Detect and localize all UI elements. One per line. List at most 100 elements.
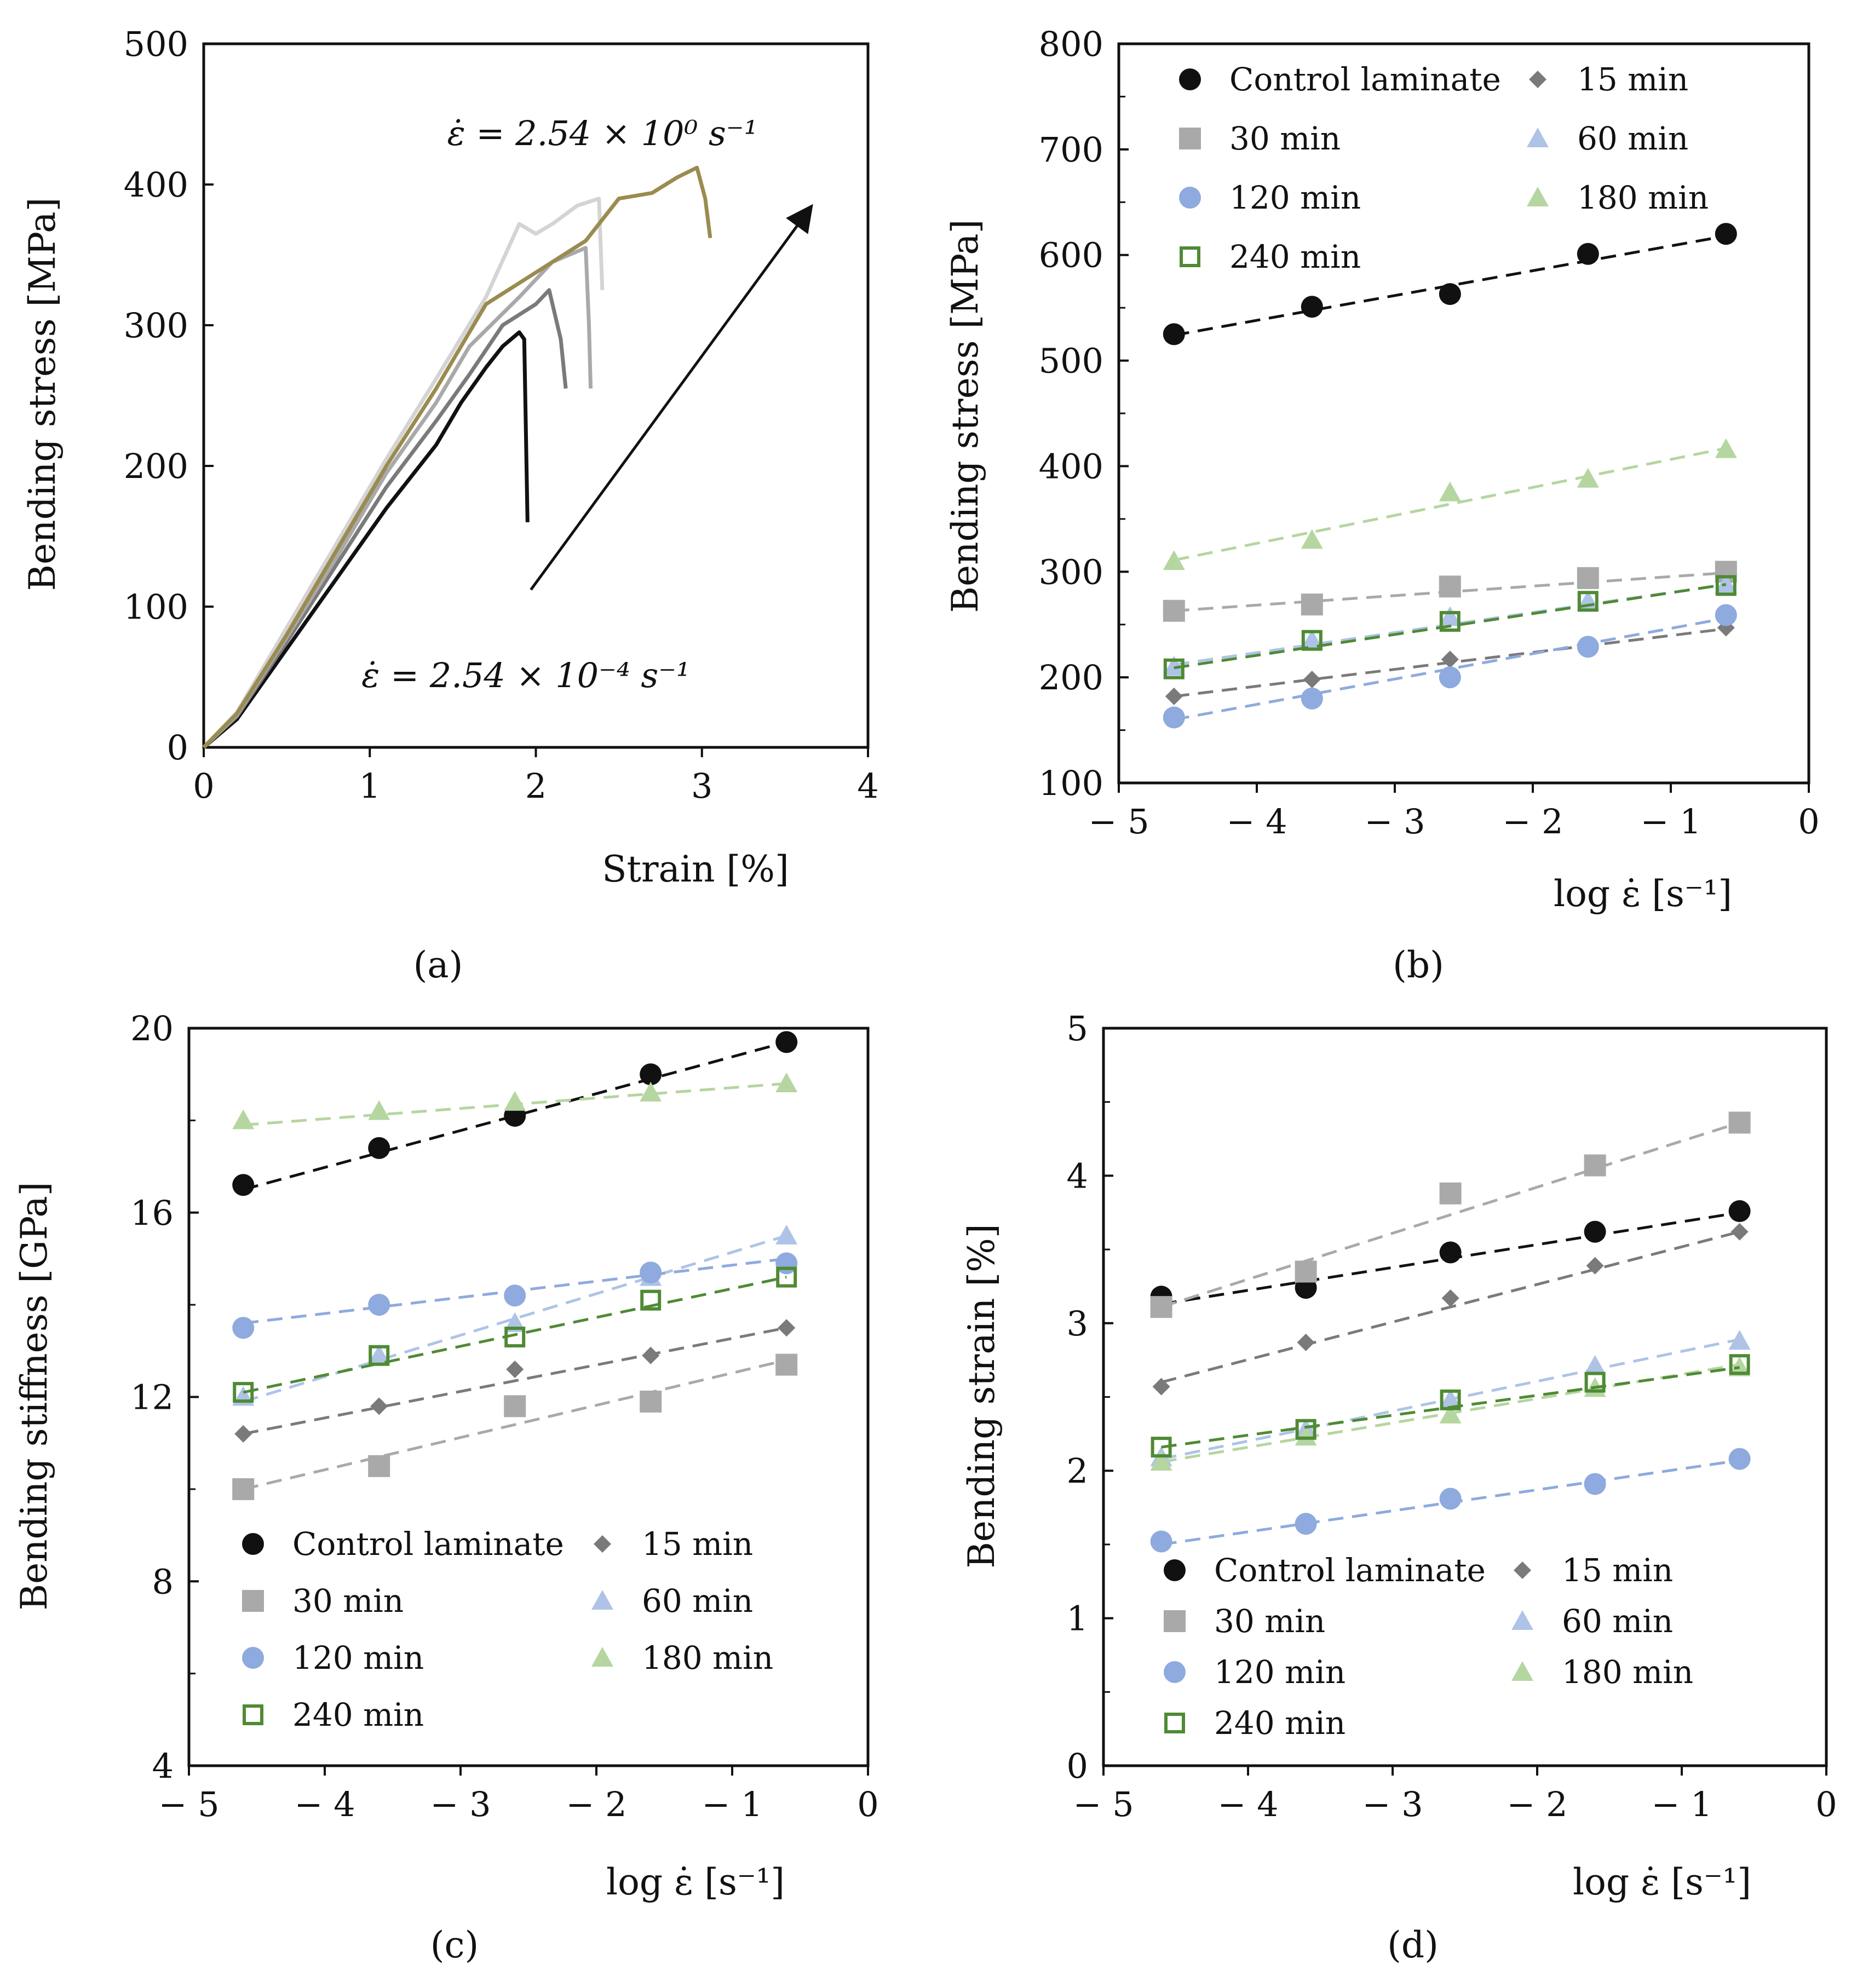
- legend-marker-control: [1164, 1559, 1186, 1581]
- legend-marker-m240: [1164, 1713, 1185, 1733]
- data-point-m240: [1577, 591, 1599, 612]
- x-tick-label: 0: [193, 766, 214, 806]
- legend-label-m180: 180 min: [1562, 1653, 1693, 1691]
- rate-arrow: [530, 204, 813, 591]
- legend-marker-m30: [1179, 128, 1201, 149]
- chart-c-bending-stiffness: − 5 − 4 − 3 − 2 − 1 0 4 8 12 16 20 log ε̇ [s⁻¹] Bend…: [13, 1009, 879, 1966]
- data-point-m15: [778, 1319, 796, 1337]
- y-tick-label: 2: [1067, 1451, 1088, 1491]
- data-point-m60: [1301, 629, 1323, 649]
- x-tick-label: 0: [1815, 1784, 1837, 1824]
- data-point-m180: [1163, 550, 1185, 570]
- data-point-m30: [1728, 1111, 1751, 1134]
- data-point-m180: [640, 1081, 662, 1102]
- legend-marker-m15: [1529, 71, 1546, 88]
- legend-label-m120: 120 min: [1229, 179, 1361, 216]
- legend-marker-m180: [1527, 187, 1549, 206]
- x-tick-label: − 4: [1217, 1784, 1278, 1824]
- data-point-m60: [1439, 606, 1461, 626]
- legend: Control laminate 15 min 30 min 60 min 120 mi…: [1164, 1552, 1693, 1742]
- legend-label-m60: 60 min: [1562, 1603, 1673, 1640]
- data-point-m240: [1729, 1354, 1750, 1375]
- stress-strain-curve-c_light1: [202, 197, 605, 749]
- data-point-m120: [640, 1261, 662, 1284]
- legend: Control laminate 15 min 30 min 60 min 120 mi…: [242, 1525, 773, 1733]
- legend-label-m180: 180 min: [1577, 179, 1709, 216]
- data-point-m15: [1303, 671, 1321, 688]
- legend-label-m30: 30 min: [1229, 120, 1341, 157]
- data-point-m120: [1439, 666, 1461, 689]
- low-rate-annotation: ε̇ = 2.54 × 10⁻⁴ s⁻¹: [361, 655, 690, 695]
- x-tick-label: 3: [691, 766, 712, 806]
- stress-strain-curve-control: [202, 330, 530, 749]
- legend-label-m240: 240 min: [292, 1696, 424, 1733]
- legend-label-m15: 15 min: [642, 1525, 753, 1563]
- data-point-m120: [232, 1317, 255, 1339]
- legend-marker-m180: [591, 1647, 613, 1667]
- y-axis-label: Bending stiffness [GPa]: [13, 1182, 55, 1611]
- data-point-m30: [1584, 1154, 1606, 1177]
- x-axis-label: log ε̇ [s⁻¹]: [1554, 873, 1732, 915]
- legend-label-m120: 120 min: [1214, 1653, 1346, 1691]
- data-point-m30: [1577, 567, 1599, 589]
- x-tick-label: 0: [1798, 802, 1819, 842]
- x-tick-label: − 4: [294, 1784, 355, 1824]
- x-tick-label: 4: [857, 766, 878, 806]
- y-tick-label: 500: [1039, 341, 1103, 381]
- data-point-m15: [1165, 687, 1183, 705]
- data-point-m120: [1163, 706, 1185, 729]
- data-point-control: [775, 1031, 798, 1053]
- data-point-m180: [1150, 1451, 1172, 1471]
- y-tick-label: 200: [1039, 658, 1103, 698]
- y-tick-label: 600: [1039, 235, 1103, 275]
- legend-label-m240: 240 min: [1214, 1704, 1346, 1742]
- data-point-m60: [1728, 1330, 1751, 1350]
- y-tick-label: 0: [1067, 1746, 1088, 1786]
- data-point-m180: [1301, 529, 1323, 549]
- x-axis-label: Strain [%]: [602, 848, 789, 890]
- data-point-m120: [1728, 1448, 1751, 1470]
- x-tick-label: 2: [525, 766, 547, 806]
- legend-label-m180: 180 min: [642, 1639, 773, 1676]
- y-tick-label: 800: [1039, 24, 1103, 64]
- data-point-m180: [504, 1091, 526, 1111]
- x-tick-label: − 5: [158, 1784, 219, 1824]
- data-point-control: [640, 1063, 662, 1086]
- y-tick-label: 100: [1039, 763, 1103, 803]
- plot-frame: [1117, 42, 1810, 785]
- data-point-control: [1439, 1241, 1462, 1264]
- data-point-m120: [1577, 636, 1599, 658]
- legend: Control laminate 15 min 30 min 60 min 120 mi…: [1179, 61, 1709, 275]
- data-point-m15: [1586, 1257, 1604, 1275]
- data-point-m120: [1301, 687, 1323, 710]
- data-point-m180: [1439, 481, 1461, 502]
- data-point-m120: [1439, 1488, 1462, 1510]
- y-tick-label: 5: [1067, 1009, 1088, 1048]
- x-tick-label: − 2: [1502, 802, 1563, 842]
- legend-label-m15: 15 min: [1562, 1552, 1673, 1589]
- legend-label-m60: 60 min: [642, 1582, 753, 1620]
- data-point-m180: [1439, 1403, 1462, 1424]
- legend-marker-m15: [594, 1535, 611, 1553]
- legend-label-control: Control laminate: [1214, 1552, 1486, 1589]
- data-point-m30: [640, 1390, 662, 1413]
- data-point-m240: [1163, 658, 1185, 679]
- x-tick-label: − 2: [566, 1784, 626, 1824]
- data-point-control: [1301, 296, 1323, 318]
- fit-line-control: [1174, 234, 1727, 337]
- y-tick-label: 20: [130, 1009, 174, 1048]
- data-point-m60: [775, 1224, 798, 1244]
- data-point-control: [1584, 1220, 1606, 1243]
- y-tick-label: 4: [152, 1746, 174, 1786]
- fit-line-m30: [1160, 1121, 1740, 1309]
- panel-label: (c): [430, 1924, 479, 1966]
- legend-label-control: Control laminate: [292, 1525, 564, 1563]
- data-point-m30: [1163, 600, 1185, 622]
- data-point-m30: [232, 1478, 255, 1500]
- fit-line-m240: [243, 1276, 787, 1394]
- data-point-m15: [1441, 1289, 1459, 1307]
- data-point-m15: [1297, 1333, 1315, 1351]
- data-point-m60: [1584, 1355, 1606, 1375]
- y-tick-label: 3: [1067, 1304, 1088, 1344]
